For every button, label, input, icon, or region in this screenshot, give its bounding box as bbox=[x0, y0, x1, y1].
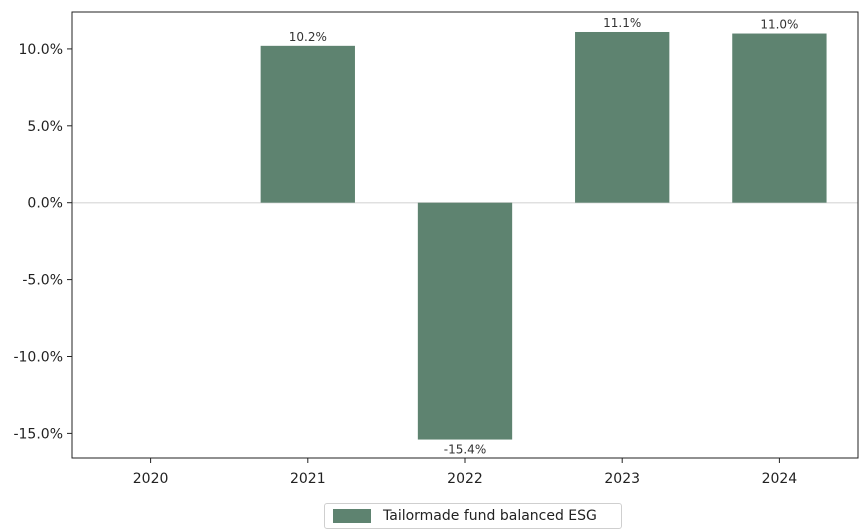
bar-2021 bbox=[260, 45, 355, 203]
bar-2024 bbox=[732, 33, 827, 203]
legend-label: Tailormade fund balanced ESG bbox=[383, 508, 597, 524]
y-tick-label: -10.0% bbox=[13, 349, 63, 365]
data-label-2024: 11.0% bbox=[760, 18, 798, 32]
bars bbox=[260, 31, 827, 440]
data-label-2021: 10.2% bbox=[289, 30, 327, 44]
data-labels: 10.2% -15.4% 11.1% 11.0% bbox=[289, 16, 799, 457]
plot-frame bbox=[71, 11, 859, 459]
x-tick-label: 2021 bbox=[290, 471, 326, 487]
legend: Tailormade fund balanced ESG bbox=[324, 503, 622, 529]
y-tick-label: 10.0% bbox=[19, 42, 63, 58]
bar-2022 bbox=[417, 202, 513, 440]
x-tick-label: 2022 bbox=[447, 471, 483, 487]
bar-chart: 10.0%5.0%0.0%-5.0%-10.0%-15.0% 2020 2021 2… bbox=[13, 11, 859, 487]
y-tick-label: -15.0% bbox=[13, 426, 63, 442]
x-tick-label: 2023 bbox=[604, 471, 640, 487]
data-label-2022: -15.4% bbox=[444, 443, 486, 457]
y-tick-label: 5.0% bbox=[27, 119, 63, 135]
x-axis-ticks: 2020 2021 2022 2023 2024 bbox=[133, 458, 798, 487]
bar-2023 bbox=[575, 31, 670, 203]
y-tick-label: -5.0% bbox=[22, 273, 63, 289]
y-tick-label: 0.0% bbox=[27, 196, 63, 212]
data-label-2023: 11.1% bbox=[603, 16, 641, 30]
x-tick-label: 2024 bbox=[762, 471, 798, 487]
x-tick-label: 2020 bbox=[133, 471, 169, 487]
y-axis-ticks: 10.0% 5.0% 0.0% -5.0% -10.0% -15.0% bbox=[13, 42, 72, 442]
legend-swatch bbox=[333, 509, 371, 523]
